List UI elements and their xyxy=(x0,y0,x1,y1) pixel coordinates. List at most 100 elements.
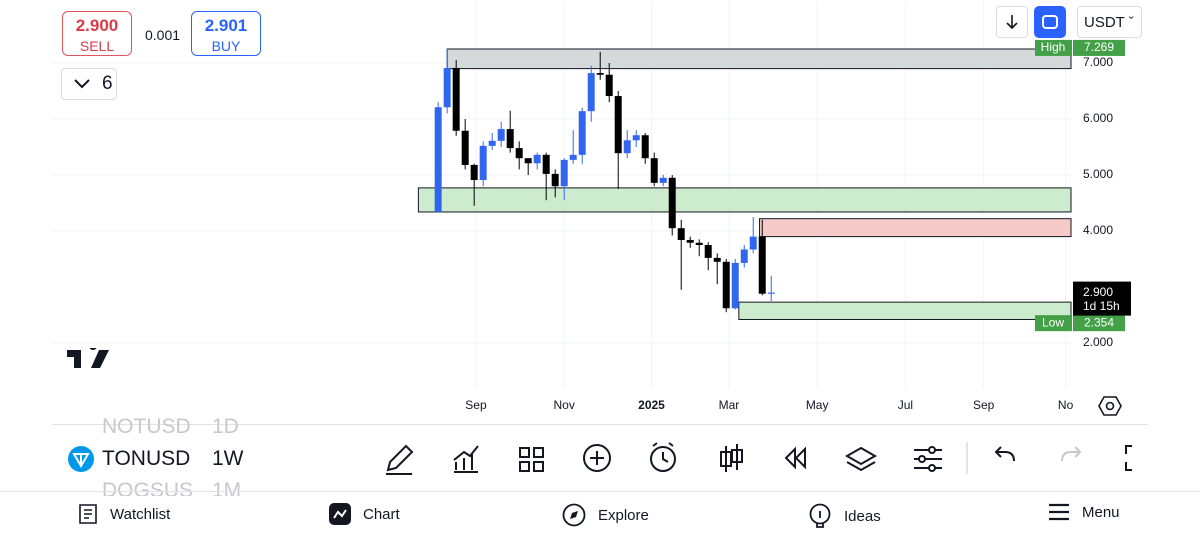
nav-item[interactable]: Chart xyxy=(329,503,400,525)
marker-value-box xyxy=(1073,315,1125,332)
candle-body xyxy=(632,135,640,141)
chart-icon xyxy=(329,503,351,525)
marker-box xyxy=(1035,39,1072,56)
toolbar xyxy=(386,442,1132,475)
candle-body xyxy=(587,73,595,112)
candle-body xyxy=(542,154,550,174)
zone xyxy=(738,301,1072,320)
interval: 1M xyxy=(212,479,242,496)
sell-price: 2.900 xyxy=(75,16,119,35)
countdown: 1d 15h xyxy=(1083,299,1120,313)
candle-body xyxy=(596,73,604,75)
candle-body xyxy=(443,68,451,108)
nav-label: Menu xyxy=(1082,503,1120,521)
candle-body xyxy=(641,135,649,159)
expand[interactable] xyxy=(1125,445,1132,471)
zone xyxy=(446,48,1072,70)
menu-icon xyxy=(1049,503,1069,521)
buy-label: BUY xyxy=(211,38,241,54)
y-tick-label: 2.000 xyxy=(1083,335,1113,349)
replay-tool[interactable] xyxy=(784,446,806,470)
undo[interactable] xyxy=(994,446,1015,462)
alert-tool[interactable] xyxy=(650,446,676,472)
download-button[interactable] xyxy=(996,6,1028,38)
buy-button[interactable]: 2.901 BUY xyxy=(191,11,261,56)
spread: 0.001 xyxy=(145,27,181,43)
candle-body xyxy=(650,158,658,183)
logo xyxy=(67,348,109,368)
collapse-toggle[interactable]: 6 xyxy=(61,68,117,100)
nav-label: Chart xyxy=(363,505,400,523)
candle-body xyxy=(686,239,694,243)
interval: 1D xyxy=(212,415,239,438)
x-tick-label: Nov xyxy=(554,398,575,412)
candle-body xyxy=(488,140,496,146)
marker-label: Low xyxy=(1042,315,1064,329)
candle-body xyxy=(740,249,748,263)
settings-icon[interactable] xyxy=(1098,395,1122,417)
symbol: NOTUSD xyxy=(102,415,191,438)
candle-body xyxy=(569,154,577,160)
candle-body xyxy=(497,129,505,141)
nav-label: Explore xyxy=(598,506,649,524)
currency: USDT xyxy=(1084,14,1125,31)
symbol: TONUSD xyxy=(102,447,191,470)
candle-body xyxy=(668,177,676,229)
divider xyxy=(52,424,1148,425)
templates-tool[interactable] xyxy=(519,447,544,472)
nav-item[interactable]: Menu xyxy=(1048,503,1120,521)
explore-icon xyxy=(562,503,586,527)
draw-tool[interactable] xyxy=(386,444,414,475)
y-tick-label: 5.000 xyxy=(1083,167,1113,181)
zone xyxy=(759,218,1072,238)
marker-value: 2.354 xyxy=(1084,315,1114,329)
sell-button[interactable]: 2.900 SELL xyxy=(62,11,132,56)
add-tool[interactable] xyxy=(583,444,611,472)
x-tick-label: Sep xyxy=(465,398,487,412)
nav-label: Ideas xyxy=(844,507,881,525)
candle-body xyxy=(461,130,469,165)
candle-body xyxy=(659,177,667,183)
candle-body xyxy=(749,236,757,250)
zone xyxy=(417,187,1072,213)
interval: 1W xyxy=(212,447,244,470)
candle-body xyxy=(434,107,442,212)
nav-item[interactable]: Ideas xyxy=(808,503,881,529)
x-tick-label: May xyxy=(806,398,829,412)
candle-body xyxy=(524,158,532,164)
y-tick-label: 6.000 xyxy=(1083,111,1113,125)
chevron-icon xyxy=(74,79,90,89)
candle-body xyxy=(452,68,460,131)
redo[interactable] xyxy=(1061,446,1082,462)
candle-body xyxy=(704,245,712,258)
coin-icon xyxy=(68,446,94,472)
x-tick-label: Jul xyxy=(898,398,913,412)
candle-body xyxy=(551,173,559,187)
candle-body xyxy=(479,145,487,181)
currency-select[interactable]: USDT ˇ xyxy=(1077,6,1142,38)
x-tick-label: Mar xyxy=(719,398,740,412)
candle-body xyxy=(722,261,730,309)
nav-item[interactable]: Watchlist xyxy=(78,503,170,525)
x-tick-label: Sep xyxy=(973,398,995,412)
candle-body xyxy=(578,111,586,155)
arrow-icon xyxy=(1006,15,1018,30)
y-tick-label: 4.000 xyxy=(1083,223,1113,237)
fullscreen-button[interactable] xyxy=(1034,6,1066,38)
layers-tool[interactable] xyxy=(844,446,878,472)
marker-value: 7.269 xyxy=(1084,40,1114,54)
x-tick-label: 2025 xyxy=(638,398,665,412)
last-price: 2.900 xyxy=(1083,285,1113,299)
candle-body xyxy=(560,159,568,187)
toggle-count: 6 xyxy=(102,73,113,94)
candle-body xyxy=(758,236,766,294)
nav-label: Watchlist xyxy=(110,505,171,523)
candle-body xyxy=(614,96,622,154)
candle-body xyxy=(470,164,478,181)
candle-tool[interactable] xyxy=(720,444,743,472)
frame-icon xyxy=(1042,15,1058,29)
indicators-tool[interactable] xyxy=(453,445,479,473)
nav-item[interactable]: Explore xyxy=(562,503,649,527)
buy-price: 2.901 xyxy=(204,16,248,35)
